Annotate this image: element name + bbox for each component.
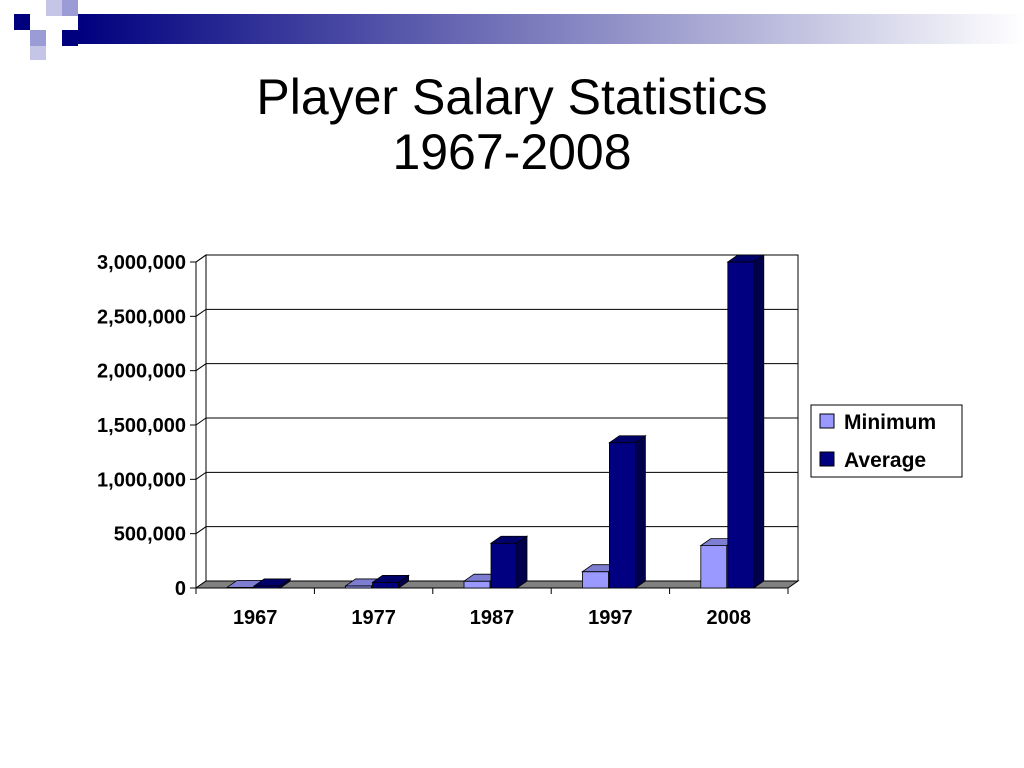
bar-average — [372, 581, 400, 589]
bar-average-side — [398, 574, 410, 589]
y-tick-label: 2,000,000 — [97, 361, 186, 383]
slide-title-line2: 1967-2008 — [392, 124, 632, 180]
header-square — [30, 46, 46, 60]
y-tick-label: 500,000 — [114, 524, 186, 546]
gridline — [195, 471, 798, 480]
header-square — [30, 30, 46, 46]
legend-label: Minimum — [844, 411, 936, 434]
bar-average-side — [635, 434, 646, 589]
bar-average-side — [516, 535, 528, 589]
x-tick-label: 1967 — [233, 607, 278, 629]
header-square — [62, 30, 78, 46]
bar-average — [490, 542, 518, 589]
bar-minimum — [700, 545, 728, 589]
bar-average — [727, 261, 755, 589]
x-tick-label: 1977 — [351, 607, 396, 629]
y-tick-label: 2,500,000 — [97, 306, 186, 328]
header-square — [46, 16, 62, 30]
gridline — [195, 417, 798, 426]
x-tick-label: 1997 — [588, 607, 633, 629]
bar-minimum — [582, 571, 609, 589]
gridline — [195, 363, 798, 372]
legend-swatch — [819, 413, 835, 429]
header-gradient-bar — [78, 14, 1024, 44]
header-square — [62, 0, 78, 16]
legend-swatch — [819, 451, 835, 467]
bar-average-side — [279, 578, 291, 589]
legend-box — [810, 404, 963, 478]
gridline — [195, 254, 798, 263]
gridline — [195, 308, 798, 317]
x-tick-label: 1987 — [470, 607, 515, 629]
y-tick-label: 3,000,000 — [97, 252, 186, 274]
x-tick-label: 2008 — [707, 607, 752, 629]
y-tick-label: 0 — [175, 578, 186, 600]
bar-average — [609, 442, 636, 589]
y-tick-label: 1,500,000 — [97, 415, 186, 437]
legend-label: Average — [844, 449, 926, 472]
bar-minimum — [463, 580, 491, 589]
slide-title-line1: Player Salary Statistics — [256, 69, 768, 125]
slide-title: Player Salary Statistics 1967-2008 — [0, 70, 1024, 180]
gridline — [195, 526, 798, 535]
header-square — [14, 14, 30, 30]
bar-average-side — [753, 254, 765, 589]
header-square — [46, 0, 62, 16]
y-tick-label: 1,000,000 — [97, 469, 186, 491]
header-decoration — [14, 0, 1024, 60]
